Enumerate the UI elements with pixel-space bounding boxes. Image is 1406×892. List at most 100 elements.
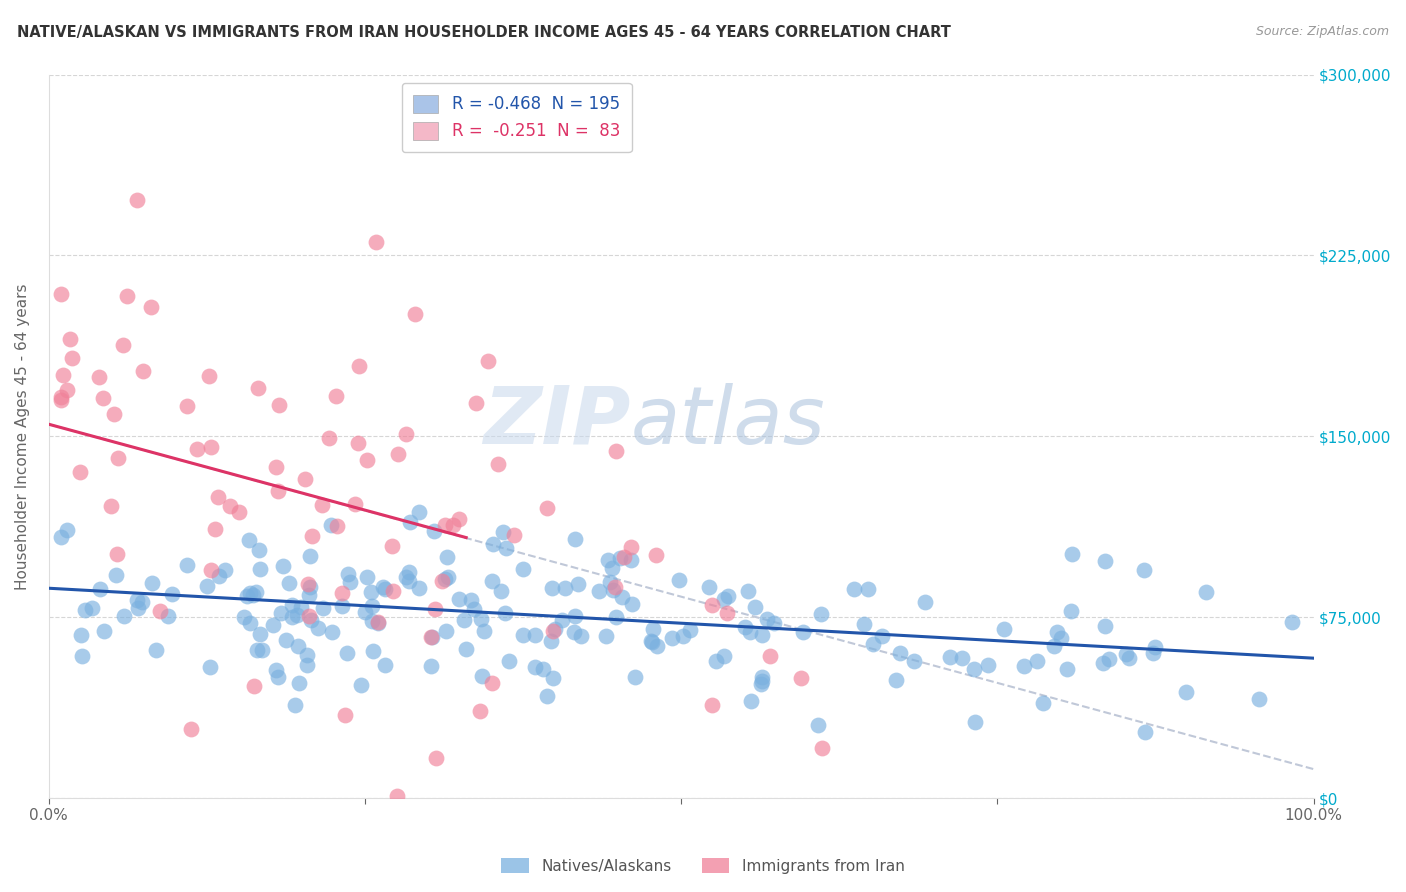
Point: [176, 399, 198, 413]
Point: [420, 630, 443, 644]
Point: [423, 524, 446, 538]
Point: [360, 585, 382, 599]
Point: [127, 600, 149, 615]
Point: [374, 658, 396, 673]
Point: [963, 715, 986, 730]
Point: [228, 505, 250, 519]
Point: [567, 577, 589, 591]
Point: [52, 368, 75, 383]
Point: [330, 599, 353, 613]
Point: [810, 607, 832, 622]
Point: [104, 567, 127, 582]
Point: [186, 442, 208, 456]
Point: [267, 670, 290, 684]
Point: [281, 610, 304, 624]
Point: [738, 625, 761, 640]
Point: [751, 670, 773, 684]
Point: [463, 602, 485, 616]
Point: [600, 560, 623, 574]
Point: [299, 613, 322, 627]
Point: [602, 582, 624, 597]
Point: [311, 498, 333, 512]
Point: [713, 649, 735, 664]
Point: [243, 679, 266, 693]
Point: [889, 646, 911, 660]
Point: [734, 620, 756, 634]
Point: [807, 718, 830, 732]
Point: [853, 617, 876, 632]
Point: [266, 460, 288, 475]
Point: [287, 675, 309, 690]
Point: [356, 452, 378, 467]
Point: [297, 577, 319, 591]
Point: [679, 623, 702, 637]
Point: [284, 698, 307, 713]
Point: [367, 616, 389, 631]
Point: [301, 529, 323, 543]
Point: [387, 447, 409, 461]
Legend: R = -0.468  N = 195, R =  -0.251  N =  83: R = -0.468 N = 195, R = -0.251 N = 83: [402, 83, 631, 152]
Point: [811, 740, 834, 755]
Point: [740, 694, 762, 708]
Point: [976, 657, 998, 672]
Point: [312, 601, 335, 615]
Point: [295, 648, 318, 662]
Point: [277, 575, 299, 590]
Text: Source: ZipAtlas.com: Source: ZipAtlas.com: [1256, 25, 1389, 38]
Point: [326, 518, 349, 533]
Point: [404, 307, 426, 321]
Point: [318, 431, 340, 445]
Point: [266, 664, 288, 678]
Point: [495, 541, 517, 556]
Point: [950, 651, 973, 665]
Point: [494, 606, 516, 620]
Point: [267, 483, 290, 498]
Point: [139, 300, 162, 314]
Point: [531, 662, 554, 676]
Point: [1060, 547, 1083, 561]
Point: [1094, 619, 1116, 633]
Point: [668, 573, 690, 587]
Point: [623, 670, 645, 684]
Point: [502, 527, 524, 541]
Point: [962, 662, 984, 676]
Point: [844, 582, 866, 597]
Point: [588, 584, 610, 599]
Point: [398, 515, 420, 529]
Point: [105, 547, 128, 561]
Point: [425, 602, 447, 616]
Point: [454, 642, 477, 657]
Point: [298, 549, 321, 563]
Point: [337, 566, 360, 581]
Point: [55, 523, 77, 537]
Point: [245, 585, 267, 599]
Point: [298, 580, 321, 594]
Point: [603, 580, 626, 594]
Point: [749, 677, 772, 691]
Point: [453, 613, 475, 627]
Point: [285, 607, 308, 622]
Point: [281, 598, 304, 612]
Point: [160, 587, 183, 601]
Point: [993, 623, 1015, 637]
Point: [1115, 647, 1137, 661]
Point: [661, 632, 683, 646]
Point: [51, 391, 73, 405]
Point: [481, 676, 503, 690]
Point: [297, 658, 319, 673]
Point: [704, 654, 727, 668]
Point: [434, 572, 457, 586]
Point: [298, 609, 321, 624]
Point: [112, 608, 135, 623]
Point: [70, 648, 93, 663]
Point: [344, 498, 367, 512]
Point: [381, 583, 404, 598]
Point: [156, 609, 179, 624]
Point: [486, 457, 509, 471]
Point: [408, 582, 430, 596]
Point: [361, 644, 384, 658]
Point: [145, 642, 167, 657]
Point: [447, 591, 470, 606]
Point: [540, 634, 562, 648]
Point: [481, 574, 503, 589]
